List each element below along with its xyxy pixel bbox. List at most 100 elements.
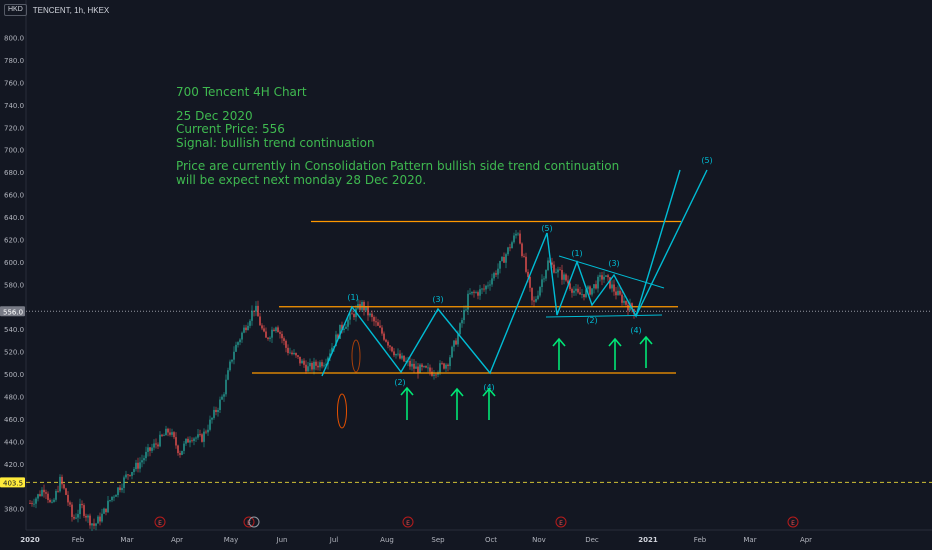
currency-badge[interactable]: HKD [4,4,27,16]
candle-body [485,285,487,290]
candle-body [483,288,485,290]
candle-body [529,276,531,288]
candle-body [345,326,347,329]
candle-body [133,469,135,473]
symbol-label[interactable]: TENCENT, 1h, HKEX [32,5,110,15]
candle-body [233,351,235,360]
candle-body [277,327,279,333]
annotation-desc-1: Price are currently in Consolidation Pat… [176,159,620,173]
candle-body [93,523,95,526]
candle-body [365,306,367,311]
x-tick-label: Apr [800,536,812,544]
analysis-annotation: 700 Tencent 4H Chart 25 Dec 2020 Current… [176,85,620,187]
candle-body [187,438,189,443]
candle-body [111,496,113,501]
wave-label: (2) [586,316,597,325]
candle-body [39,494,41,496]
candle-body [589,286,591,295]
candle-body [551,262,553,265]
y-tick-label: 720.0 [4,124,24,132]
candle-body [121,487,123,491]
candle-body [543,278,545,280]
candle-body [609,277,611,289]
candle-body [69,502,71,505]
highlight-ellipse [337,393,347,429]
candle-body [199,434,201,436]
candle-body [363,301,365,311]
candle-body [79,503,81,515]
candle-body [185,438,187,444]
current-price-badge [0,306,25,317]
candle-body [263,328,265,332]
wave-label: (4) [483,383,494,392]
current-price-label: 556.0 [3,308,23,316]
candle-body [531,287,533,301]
candle-body [579,292,581,295]
candle-body [325,364,327,366]
candle-body [385,339,387,342]
candle-body [453,340,455,347]
candle-body [85,515,87,518]
candle-body [569,283,571,289]
candle-body [99,516,101,522]
candle-body [455,340,457,345]
y-tick-label: 440.0 [4,438,24,446]
candle-body [429,367,431,372]
candle-body [515,233,517,236]
candle-body [123,477,125,488]
candle-body [527,271,529,277]
candle-body [341,324,343,331]
candle-body [201,434,203,442]
candle-body [567,280,569,284]
candle-body [397,353,399,355]
x-tick-label: Oct [485,536,497,544]
x-tick-label: Mar [120,536,133,544]
candle-body [307,366,309,372]
candle-body [607,275,609,278]
candle-body [137,462,139,469]
candle-body [415,366,417,369]
annotation-date: 25 Dec 2020 [176,108,253,123]
candle-body [77,514,79,518]
candle-body [423,365,425,367]
candle-body [175,437,177,446]
candle-body [311,362,313,370]
candle-body [169,432,171,435]
candle-body [285,340,287,348]
candle-body [153,443,155,448]
candle-body [217,409,219,413]
candle-body [33,503,35,505]
candle-body [381,327,383,334]
candle-body [151,447,153,451]
candle-body [601,275,603,280]
candle-body [63,484,65,489]
candle-body [213,409,215,418]
earnings-marker-label: E [406,520,410,527]
candle-body [595,284,597,289]
x-tick-label: Nov [532,536,546,544]
candle-body [59,476,61,492]
candle-body [255,305,257,312]
candle-body [471,291,473,294]
candle-body [391,346,393,352]
candle-body [103,508,105,514]
candle-body [465,309,467,311]
candle-body [375,321,377,323]
candle-body [559,269,561,271]
triangle-upper-line [558,255,665,289]
y-tick-label: 760.0 [4,79,24,87]
candle-body [223,394,225,397]
candle-body [517,233,519,235]
x-tick-label: Mar [743,536,756,544]
candle-body [57,490,59,492]
candle-body [343,328,345,331]
y-tick-label: 540.0 [4,326,24,334]
y-tick-label: 460.0 [4,416,24,424]
candle-body [35,498,37,504]
candle-body [45,492,47,494]
candle-body [193,438,195,442]
candle-body [51,501,53,503]
candle-body [115,495,117,497]
candle-body [219,399,221,410]
